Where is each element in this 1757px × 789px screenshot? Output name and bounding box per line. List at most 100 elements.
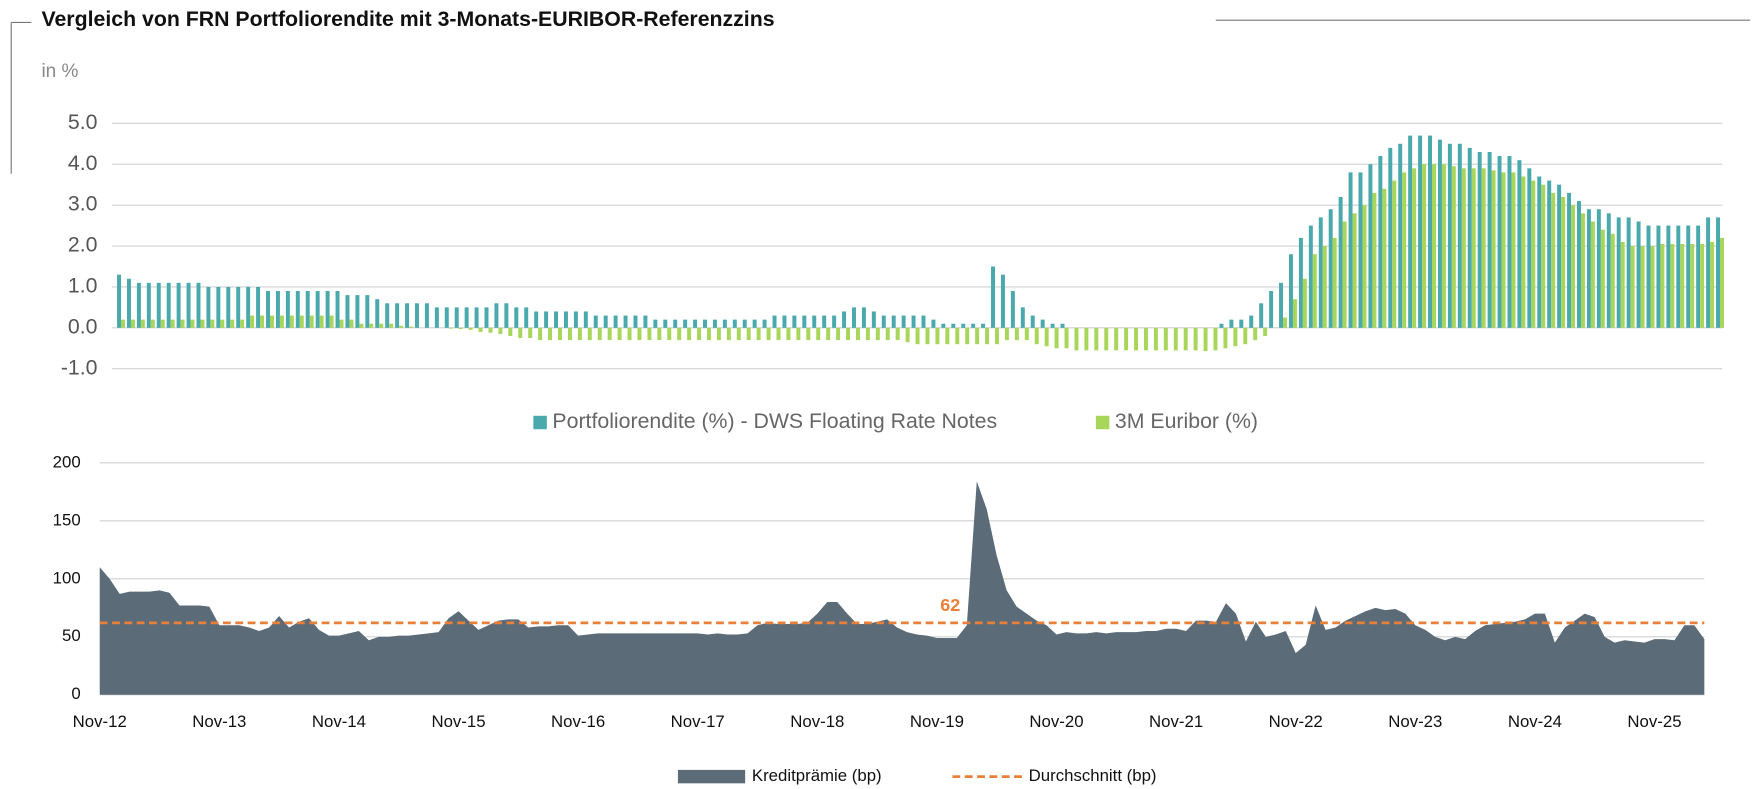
bar (1352, 213, 1357, 328)
bar (295, 291, 300, 328)
bar (1620, 241, 1625, 328)
bar (1392, 180, 1397, 328)
bar (1720, 237, 1724, 328)
bar (1686, 225, 1691, 328)
bar (121, 319, 125, 328)
y-tick-label: 200 (53, 452, 81, 471)
bar (309, 315, 314, 328)
bar (1670, 243, 1675, 328)
bar (544, 311, 549, 328)
bar (1318, 217, 1323, 328)
y-tick-label: 50 (62, 626, 81, 645)
bar (653, 319, 658, 328)
bar (1557, 184, 1562, 328)
x-tick-label: Nov-13 (192, 712, 246, 731)
bar (905, 327, 910, 343)
legend-swatch (1095, 415, 1110, 430)
bar (156, 282, 161, 328)
bar (365, 295, 370, 328)
bar (498, 327, 503, 334)
bar (190, 319, 195, 328)
bar (379, 323, 384, 328)
bar (1269, 291, 1274, 328)
bar (508, 327, 513, 337)
bar (1263, 327, 1268, 337)
bar (1451, 166, 1456, 328)
bar (130, 319, 135, 328)
bar (329, 315, 334, 328)
bar (534, 311, 539, 328)
bar (985, 327, 990, 345)
average-label: 62 (940, 595, 960, 615)
bar (687, 327, 692, 341)
legend-label: Durchschnitt (bp) (1029, 766, 1157, 785)
bar (230, 319, 235, 328)
bar (1700, 243, 1705, 328)
bar (583, 311, 588, 328)
bar (1372, 192, 1377, 328)
bar (832, 315, 837, 328)
bar (1471, 168, 1476, 328)
y-tick-label: 0.0 (68, 314, 98, 338)
bar (1610, 233, 1615, 328)
bar (627, 327, 632, 341)
y-tick-label: 3.0 (68, 192, 98, 216)
bar (299, 315, 304, 328)
bar (458, 327, 463, 330)
bar (623, 315, 628, 328)
bar (488, 327, 493, 333)
bar (1680, 243, 1685, 328)
bar (1094, 327, 1099, 351)
bar (752, 319, 757, 328)
bar (1690, 243, 1695, 328)
bar (464, 307, 469, 328)
bar (206, 286, 211, 328)
bar (1143, 327, 1148, 351)
x-tick-label: Nov-25 (1627, 712, 1681, 731)
bar (196, 282, 201, 328)
bar (647, 327, 652, 341)
bar (1606, 213, 1611, 328)
bar (1074, 327, 1079, 351)
bar (1626, 217, 1631, 328)
bar (1422, 164, 1427, 328)
bar (776, 327, 781, 341)
bar (1223, 327, 1228, 349)
bar (444, 307, 449, 328)
bar (468, 327, 473, 330)
bar (1477, 151, 1482, 328)
bar (563, 311, 568, 328)
y-tick-label: -1.0 (61, 355, 98, 379)
bar (1259, 303, 1264, 328)
bar (1040, 319, 1045, 328)
bar (1024, 327, 1029, 341)
bar (683, 319, 688, 328)
x-tick-label: Nov-20 (1029, 712, 1083, 731)
x-tick-label: Nov-22 (1269, 712, 1323, 731)
bar (1243, 327, 1248, 345)
bar (567, 327, 572, 341)
bar (1600, 229, 1605, 328)
bar (1000, 274, 1005, 328)
bar (1163, 327, 1168, 351)
bar (1153, 327, 1158, 351)
bar (240, 319, 245, 328)
bar (1511, 172, 1516, 328)
y-tick-label: 4.0 (68, 151, 98, 175)
bar (1521, 176, 1526, 328)
bar (1447, 143, 1452, 328)
bar (1388, 147, 1393, 328)
bar (1418, 135, 1423, 328)
bar (1229, 319, 1234, 328)
bar (885, 327, 890, 341)
bar (1527, 168, 1532, 328)
bar (1646, 225, 1651, 328)
bar (1064, 327, 1069, 349)
bar (706, 327, 711, 341)
bar (1279, 282, 1284, 328)
bar (1338, 196, 1343, 328)
bar (150, 319, 155, 328)
bar (140, 319, 145, 328)
bar (941, 323, 946, 328)
